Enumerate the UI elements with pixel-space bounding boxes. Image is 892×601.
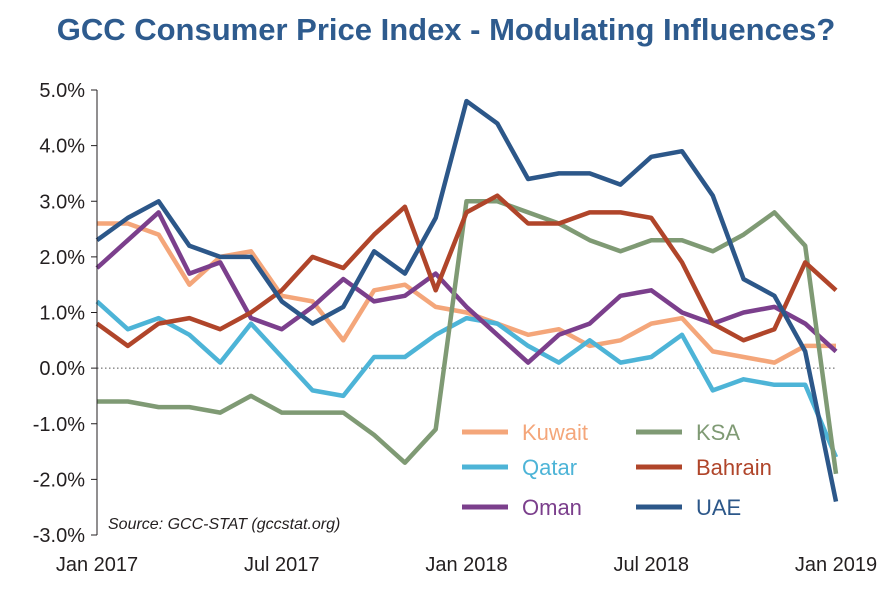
series-line-uae bbox=[95, 98, 839, 503]
x-tick-label: Jul 2017 bbox=[244, 554, 320, 576]
legend: Kuwait Qatar Oman KSA Bahrain UAE bbox=[462, 420, 772, 520]
series-line-ksa bbox=[97, 199, 839, 475]
x-tick-label: Jan 2018 bbox=[425, 554, 507, 576]
x-tick-label: Jan 2019 bbox=[795, 554, 877, 576]
legend-label-kuwait: Kuwait bbox=[522, 420, 588, 445]
y-tick-label: -3.0% bbox=[33, 525, 85, 547]
y-tick-label: -2.0% bbox=[33, 469, 85, 491]
axis-layer: -3.0% -2.0% -1.0% 0.0% 1.0% 2.0% 3.0% 4.0% 5.0% J… bbox=[33, 80, 877, 576]
legend-label-uae: UAE bbox=[696, 495, 741, 520]
y-tick-label: 4.0% bbox=[39, 136, 85, 158]
y-tick-label: 3.0% bbox=[39, 191, 85, 213]
legend-label-qatar: Qatar bbox=[522, 455, 577, 480]
legend-label-ksa: KSA bbox=[696, 420, 740, 445]
y-tick-label: 2.0% bbox=[39, 247, 85, 269]
x-tick-label: Jul 2018 bbox=[613, 554, 689, 576]
y-tick-label: 1.0% bbox=[39, 303, 85, 325]
series-line-qatar bbox=[95, 299, 839, 458]
y-tick-label: -1.0% bbox=[33, 414, 85, 436]
x-tick-label: Jan 2017 bbox=[56, 554, 138, 576]
chart-title: GCC Consumer Price Index - Modulating In… bbox=[56, 12, 836, 47]
y-tick-label: 5.0% bbox=[39, 80, 85, 102]
series-line-bahrain bbox=[95, 193, 838, 349]
source-note: Source: GCC-STAT (gccstat.org) bbox=[108, 516, 340, 533]
legend-label-oman: Oman bbox=[522, 495, 582, 520]
legend-label-bahrain: Bahrain bbox=[696, 455, 772, 480]
y-tick-label: 0.0% bbox=[39, 358, 85, 380]
series-layer bbox=[95, 98, 839, 503]
